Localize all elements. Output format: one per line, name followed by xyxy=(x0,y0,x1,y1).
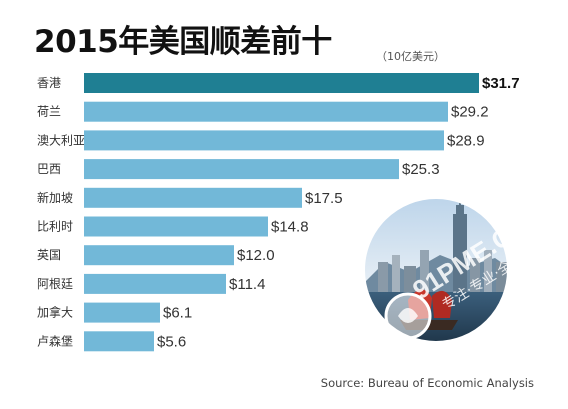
bar xyxy=(84,331,154,352)
value-label: $12.0 xyxy=(237,247,275,264)
value-label: $25.3 xyxy=(402,161,440,178)
category-label: 加拿大 xyxy=(37,305,73,320)
bar xyxy=(84,187,302,208)
bar xyxy=(84,130,444,151)
value-label: $6.1 xyxy=(163,305,192,322)
category-label: 巴西 xyxy=(37,162,61,176)
category-label: 荷兰 xyxy=(37,105,61,119)
category-label: 新加坡 xyxy=(37,190,73,205)
value-label: $5.6 xyxy=(157,333,186,350)
bar xyxy=(84,73,479,93)
category-label: 澳大利亚 xyxy=(37,133,85,147)
bar xyxy=(84,159,399,180)
bar xyxy=(84,245,234,266)
category-label: 香港 xyxy=(37,76,61,90)
category-label: 比利时 xyxy=(37,220,73,234)
value-label: $31.7 xyxy=(482,75,520,92)
value-label: $28.9 xyxy=(447,132,485,149)
value-label: $11.4 xyxy=(229,276,265,293)
source-note: Source: Bureau of Economic Analysis xyxy=(320,376,534,390)
category-label: 阿根廷 xyxy=(37,277,73,291)
value-label: $17.5 xyxy=(305,190,343,207)
value-label: $14.8 xyxy=(271,219,309,236)
unit-label: （10亿美元） xyxy=(376,50,445,63)
value-label: $29.2 xyxy=(451,104,489,121)
bar xyxy=(84,273,226,294)
bar xyxy=(84,216,268,237)
bar xyxy=(84,302,160,323)
category-label: 卢森堡 xyxy=(37,333,73,348)
bar xyxy=(84,101,448,122)
category-label: 英国 xyxy=(37,248,61,262)
chart-title: 2015年美国顺差前十 xyxy=(34,24,332,60)
